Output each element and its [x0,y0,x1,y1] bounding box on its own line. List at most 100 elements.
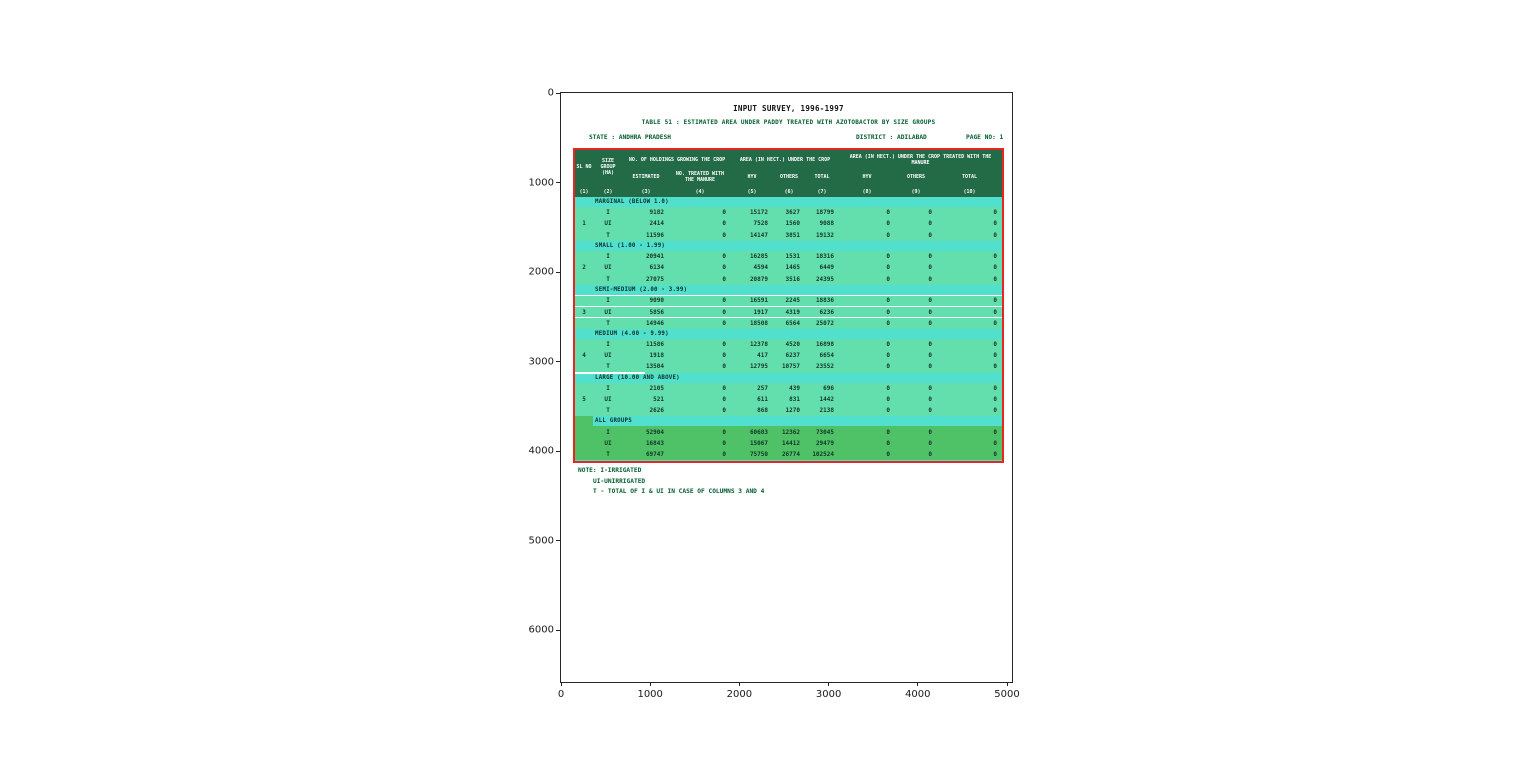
table-row: UI 16843 0 15067 14412 29479 0 0 0 [575,437,1002,450]
x-tick-label: 1000 [637,689,663,700]
column-number-row: (1) (2) (3) (4) (5) (6) (7) (8) (9) (10) [575,186,1002,197]
header-group-subs: HYV OTHERS TOTAL [731,170,839,186]
cell-row-label: I [606,253,610,261]
table-notes: NOTE: I-IRRIGATED UI-UNIRRIGATED T - TOT… [561,466,1012,498]
header-group-1: AREA (IN HECT.) UNDER THE CROP HYV OTHERS T… [731,150,839,186]
header-group-0: NO. OF HOLDINGS GROWING THE CROP ESTIMATE… [623,150,731,186]
table-row: 4 UI 1918 0 417 6237 6654 0 0 0 [575,349,1002,362]
column-number-cell: (10) [963,188,976,195]
cell-value: 0 [886,352,890,360]
cell-value: 2414 [649,220,664,228]
cell-value: 0 [886,264,890,272]
y-tick-label: 2000 [528,266,554,278]
x-tick-label: 2000 [726,689,753,700]
cell-value: 0 [928,439,932,447]
column-number-cell: (8) [862,188,872,195]
cell-value: 3851 [785,231,800,239]
y-tick-mark [556,540,560,541]
cell-row-label: UI [604,352,612,360]
cell-value: 0 [886,220,890,228]
cell-row-label: T [606,451,610,459]
cell-value: 257 [757,384,768,392]
column-number-cell: (2) [603,188,613,195]
cell-value: 0 [886,428,890,436]
cell-value: 0 [928,209,932,217]
cell-value: 60683 [749,428,768,436]
cell-value: 6654 [819,352,834,360]
cell-value: 0 [993,297,997,305]
header-group-title: AREA (IN HECT.) UNDER THE CROP TREATED W… [849,153,992,166]
district-label: DISTRICT : ADILABAD [856,134,927,141]
table-row: I 11586 0 12378 4520 16898 0 0 0 [575,338,1002,350]
cell-value: 0 [993,407,997,415]
y-tick-mark [556,182,560,183]
header-subcell: OTHERS [906,174,926,181]
cell-row-label: T [606,363,610,371]
header-group-subs: ESTIMATED NO. TREATED WITH THE MANURE [623,170,731,186]
cell-row-label: UI [604,220,612,228]
table-row: I 9090 0 16591 2245 18836 0 0 0 [575,294,1002,307]
cell-value: 18316 [815,253,834,261]
cell-value: 9182 [649,209,664,217]
cell-value: 0 [993,320,997,328]
x-tick-mark [560,682,562,686]
cell-value: 14946 [645,320,664,328]
scanned-document-image: INPUT SURVEY, 1996-1997 TABLE 51 : ESTIM… [561,93,1012,682]
y-tick-mark [556,271,560,273]
table-row: T 2626 0 868 1270 2138 0 0 0 [575,405,1002,417]
cell-value: 0 [886,253,890,261]
cell-row-label: UI [604,439,612,447]
y-tick-mark [556,92,560,94]
group-label-row: MARGINAL (BELOW 1.0) [575,197,1002,207]
cell-value: 0 [722,396,726,403]
cell-row-label: I [606,428,610,436]
header-subcell: OTHERS [779,174,799,181]
scan-white-line [575,371,645,374]
header-group-title: NO. OF HOLDINGS GROWING THE CROP [628,156,726,163]
column-number-cell: (5) [747,188,757,195]
cell-value: 439 [789,384,800,392]
cell-value: 18836 [815,297,834,305]
table-row: 5 UI 521 0 611 831 1442 0 0 0 [575,393,1002,406]
table-row: T 11596 0 14147 3851 19132 0 0 0 [575,229,1002,241]
cell-value: 0 [928,363,932,371]
cell-value: 0 [993,428,997,436]
cell-value: 0 [928,407,932,415]
group-label: SEMI-MEDIUM (2.00 - 3.99) [595,286,688,293]
cell-row-label: T [606,231,610,239]
cell-value: 0 [722,264,726,272]
group-sl-pad [575,373,593,383]
cell-value: 0 [928,396,932,403]
x-tick-label: 5000 [994,689,1020,700]
cell-value: 18799 [815,209,834,217]
x-tick-mark [738,682,740,686]
cell-sl-no [575,251,593,262]
cell-value: 0 [928,297,932,305]
cell-sl-no [575,296,593,306]
x-tick-label: 4000 [905,689,931,700]
cell-value: 6449 [819,264,834,272]
cell-value: 16898 [815,340,834,348]
cell-value: 75750 [749,451,768,459]
plot-axes: INPUT SURVEY, 1996-1997 TABLE 51 : ESTIM… [529,88,1020,701]
group-label-row: LARGE (10.00 AND ABOVE) [575,371,1002,383]
cell-value: 0 [722,451,726,459]
cell-value: 20941 [645,253,664,261]
cell-value: 0 [928,352,932,360]
column-number-cell: (3) [641,188,651,195]
cell-value: 1531 [785,253,800,261]
cell-value: 0 [886,209,890,217]
cell-value: 1560 [785,220,800,228]
cell-value: 0 [886,363,890,371]
column-number-cell: (4) [695,188,705,195]
cell-value: 2138 [819,407,834,415]
cell-sl-no [575,405,593,416]
cell-value: 0 [722,407,726,415]
cell-sl-no: 4 [582,352,586,360]
cell-sl-no [575,426,593,437]
cell-value: 0 [886,451,890,459]
y-tick-mark [556,629,560,631]
cell-value: 6236 [819,308,834,316]
table-row: T 14946 0 18508 6564 25072 0 0 0 [575,317,1002,329]
